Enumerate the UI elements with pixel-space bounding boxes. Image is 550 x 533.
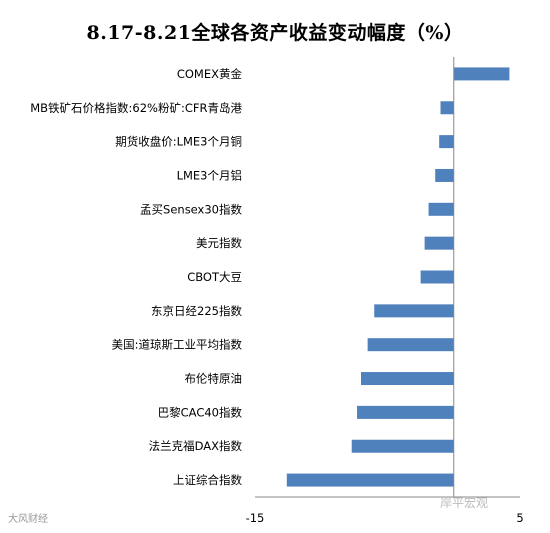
category-label-7: 东京日经225指数 (151, 304, 242, 318)
category-label-6: CBOT大豆 (187, 270, 242, 284)
category-label-3: LME3个月铝 (177, 168, 242, 182)
bar-6 (420, 270, 454, 284)
bars-group (286, 67, 510, 487)
category-label-0: COMEX黄金 (177, 67, 243, 81)
category-label-4: 孟买Sensex30指数 (140, 202, 242, 216)
bar-0 (453, 67, 510, 81)
category-label-8: 美国:道琼斯工业平均指数 (112, 338, 243, 352)
category-label-11: 法兰克福DAX指数 (149, 439, 243, 453)
chart-title: 8.17-8.21全球各资产收益变动幅度（%） (86, 22, 464, 44)
bar-11 (351, 439, 454, 453)
bar-9 (361, 372, 454, 386)
bar-12 (286, 473, 454, 487)
bar-10 (357, 405, 454, 419)
category-label-5: 美元指数 (196, 236, 242, 250)
x-tick-label-0: -15 (246, 511, 265, 525)
bar-3 (435, 168, 454, 182)
watermark-right: 岸平宏观 (440, 496, 489, 510)
bar-1 (440, 101, 454, 115)
category-label-10: 巴黎CAC40指数 (158, 405, 243, 419)
bar-7 (374, 304, 454, 318)
category-label-9: 布伦特原油 (185, 372, 243, 386)
category-label-2: 期货收盘价:LME3个月铜 (115, 135, 242, 149)
x-tick-labels-group: -15 5 (246, 511, 524, 525)
bar-2 (439, 135, 454, 149)
watermark-left: 大风财经 (8, 514, 48, 525)
category-label-12: 上证综合指数 (173, 473, 242, 487)
bar-5 (424, 236, 454, 250)
category-label-1: MB铁矿石价格指数:62%粉矿:CFR青岛港 (30, 101, 242, 115)
x-tick-label-1: 5 (516, 511, 523, 525)
category-labels-group: COMEX黄金 MB铁矿石价格指数:62%粉矿:CFR青岛港期货收盘价:LME3个… (30, 67, 242, 487)
bar-8 (367, 338, 454, 352)
bar-4 (428, 202, 454, 216)
